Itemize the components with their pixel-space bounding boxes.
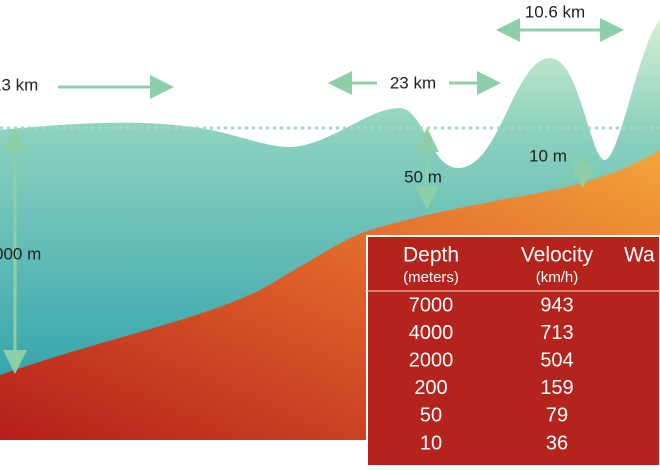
label: 10.6 km xyxy=(525,2,585,21)
table-header: Velocity xyxy=(521,244,594,267)
label-bg xyxy=(377,70,449,96)
table-cell: 200 xyxy=(414,377,447,399)
label: 000 m xyxy=(0,244,41,263)
label: 50 m xyxy=(404,167,442,186)
table-cell: 36 xyxy=(546,432,568,454)
table-body: 7000 943 4000 713 2000 504 200 159 50 79 10 36 xyxy=(409,294,574,454)
table-cell: 943 xyxy=(540,294,573,316)
label: 23 km xyxy=(390,73,436,92)
table-cell: 7000 xyxy=(409,294,454,316)
table-bg xyxy=(366,235,660,467)
table-cell: 50 xyxy=(420,405,442,427)
table-cell: 4000 xyxy=(409,322,454,344)
table-cell: 2000 xyxy=(409,349,454,371)
table-cell: 79 xyxy=(546,405,568,427)
label: 10 m xyxy=(529,146,567,165)
table-cell: 159 xyxy=(540,377,573,399)
label: 13 km xyxy=(0,75,38,94)
table-cell: 10 xyxy=(420,432,442,454)
table-header: (meters) xyxy=(403,269,459,286)
table-header: Wa xyxy=(624,244,655,267)
table-header: Depth xyxy=(403,244,459,267)
table-cell: 713 xyxy=(540,322,573,344)
table-cell: 504 xyxy=(540,349,573,371)
table-header: (km/h) xyxy=(536,269,579,286)
